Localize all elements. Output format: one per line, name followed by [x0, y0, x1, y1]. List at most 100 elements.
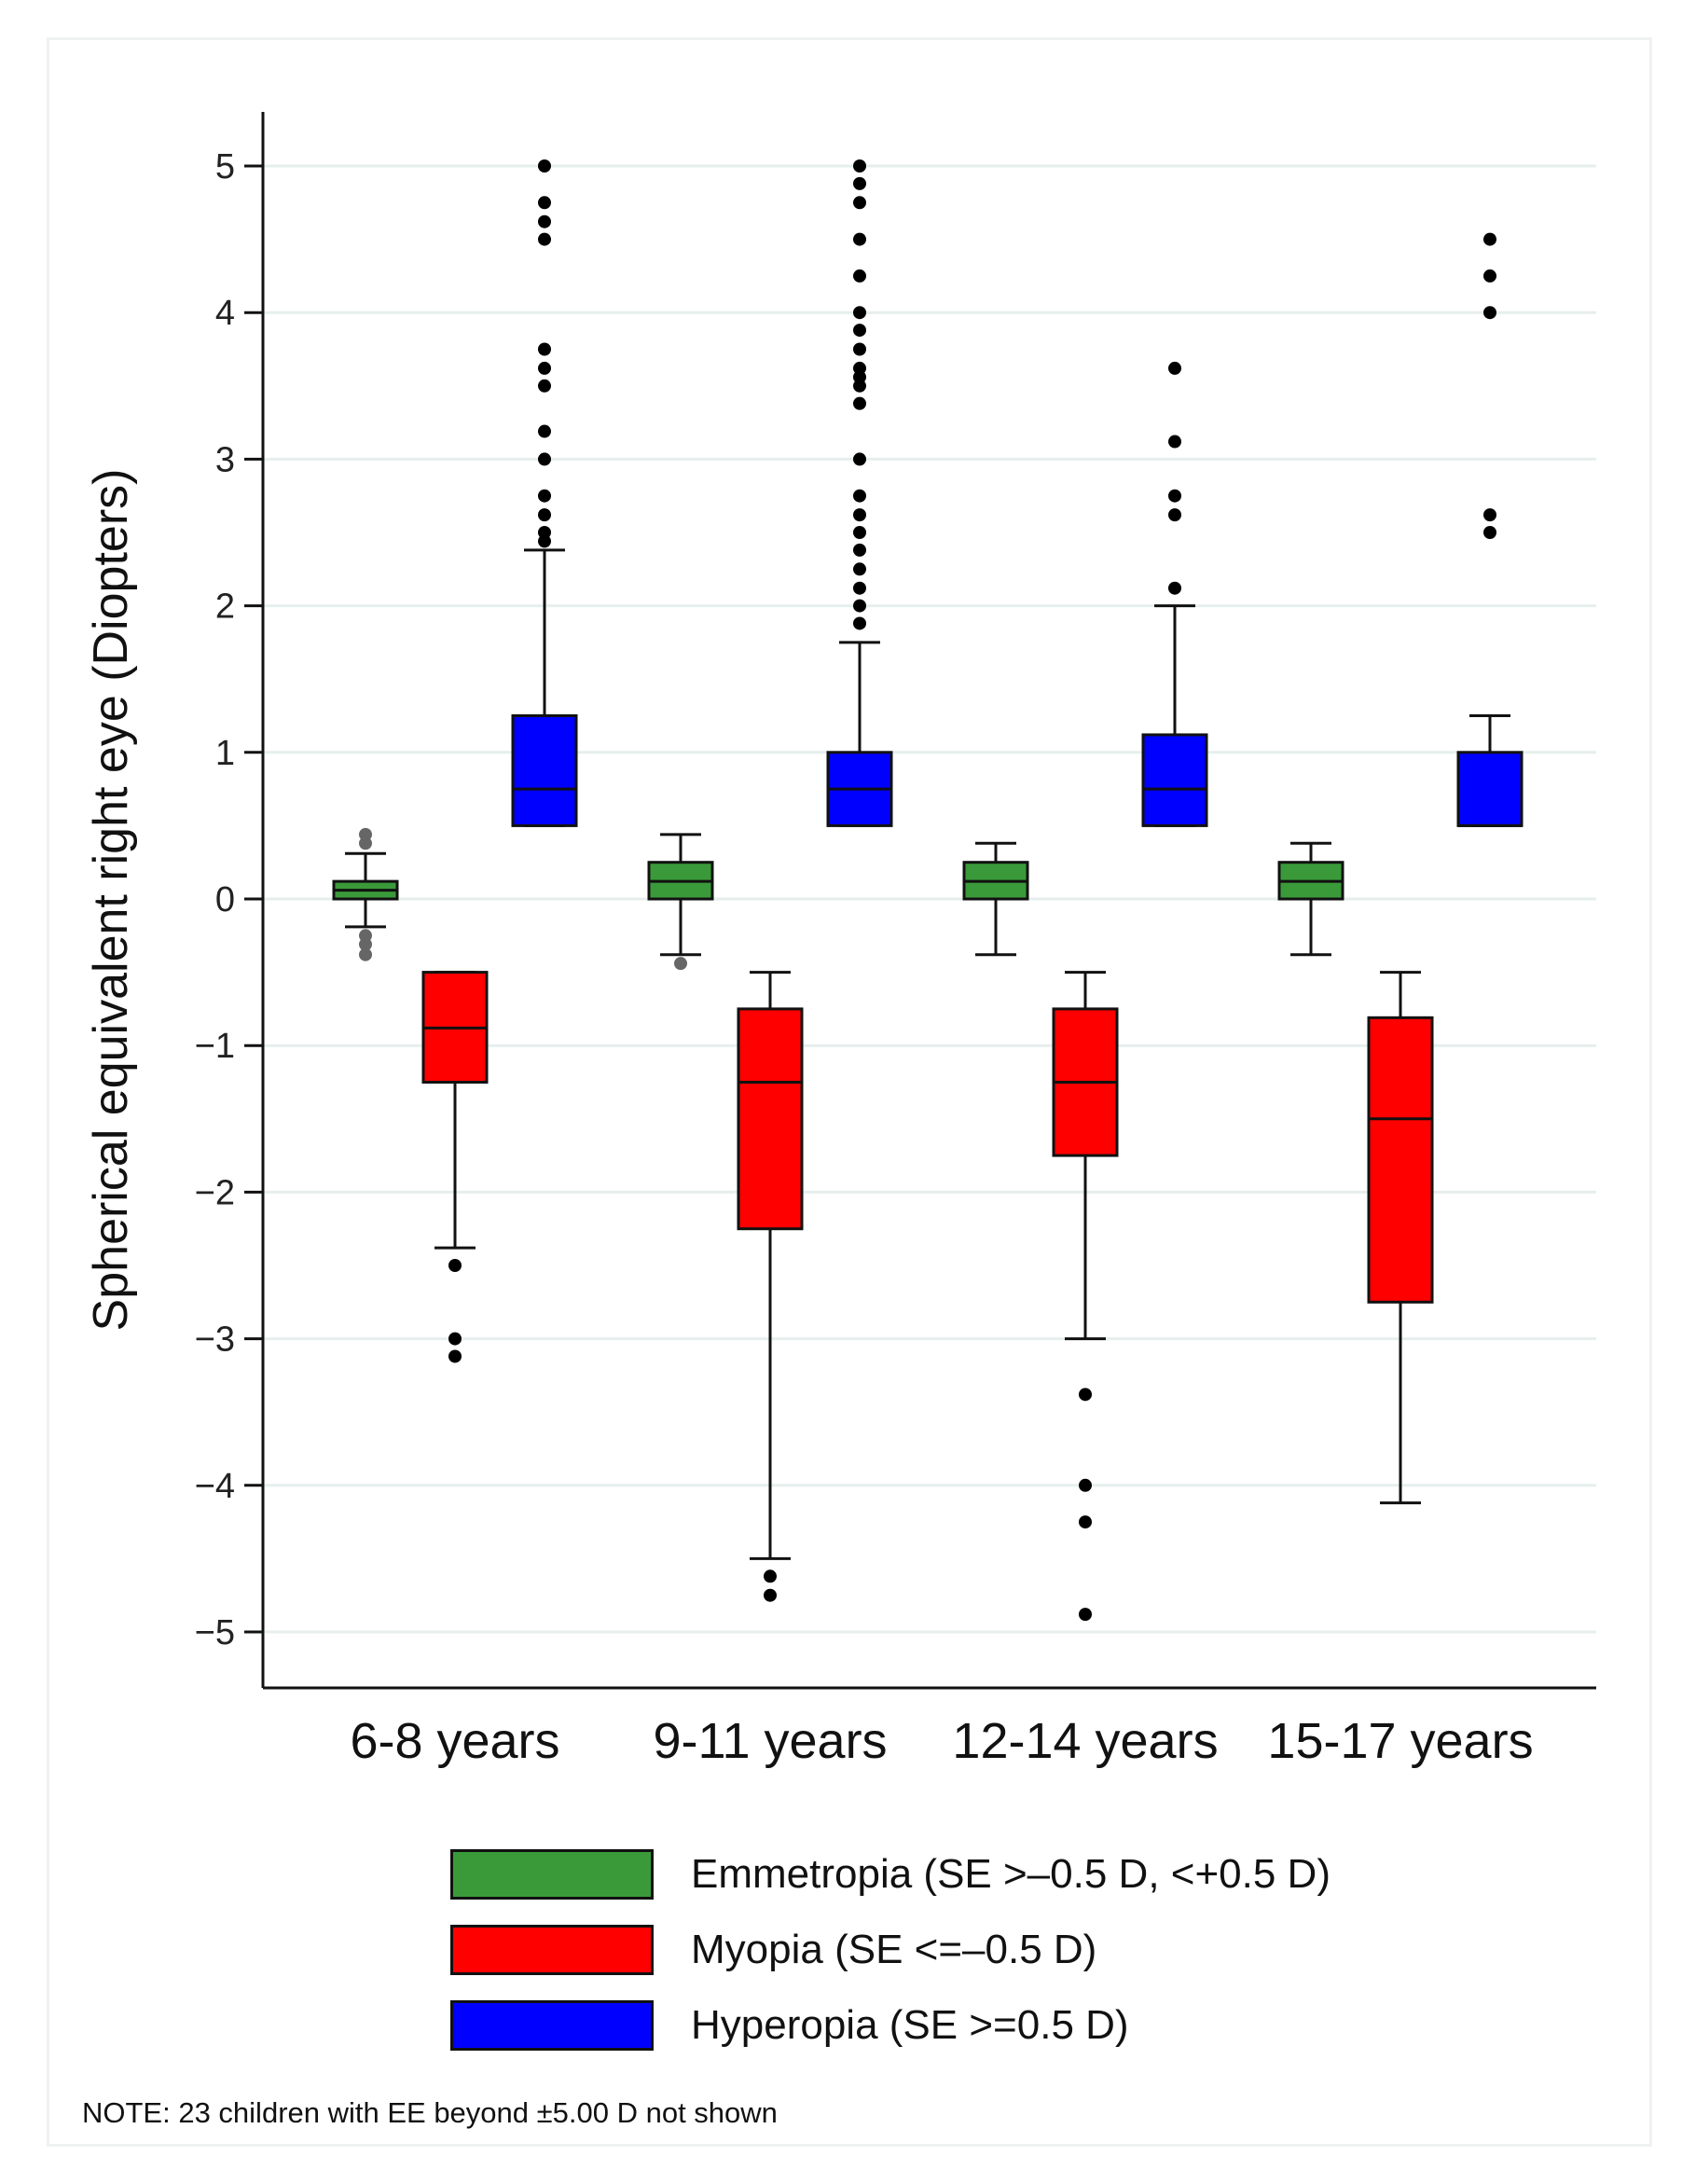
outlier-point	[853, 508, 866, 522]
outlier-point	[538, 159, 551, 173]
outlier-point	[359, 947, 372, 961]
category-label: 12-14 years	[952, 1713, 1218, 1769]
outlier-point	[448, 1259, 462, 1272]
legend-swatch-myopia	[450, 1925, 654, 1975]
outlier-point	[538, 361, 551, 375]
legend-swatch-emmetropia	[450, 1849, 654, 1900]
legend-label-emmetropia: Emmetropia (SE >–0.5 D, <+0.5 D)	[691, 1851, 1331, 1897]
y-tick-label: 3	[215, 440, 235, 479]
outlier-point	[853, 196, 866, 210]
y-tick-label: −4	[195, 1467, 235, 1506]
boxplot-0-0	[332, 827, 399, 961]
y-tick-label: −5	[195, 1613, 235, 1652]
outlier-point	[538, 379, 551, 393]
outlier-point	[1168, 581, 1181, 595]
outlier-point	[853, 306, 866, 320]
boxplot-0-1	[647, 833, 714, 971]
y-tick-label: 4	[215, 294, 235, 333]
outlier-point	[853, 526, 866, 539]
y-tick-label: 5	[215, 147, 235, 187]
boxplot-1-1	[737, 971, 804, 1602]
y-axis-label: Spherical equivalent right eye (Diopters…	[84, 469, 138, 1332]
outlier-point	[853, 342, 866, 356]
boxplot-2-1	[826, 159, 893, 827]
outlier-point	[538, 232, 551, 246]
outlier-point	[448, 1349, 462, 1363]
boxplot-2-3	[1456, 232, 1524, 827]
legend-item-emmetropia: Emmetropia (SE >–0.5 D, <+0.5 D)	[450, 1846, 1331, 1902]
boxplots	[332, 159, 1524, 1622]
y-tick-label: 2	[215, 587, 235, 627]
legend: Emmetropia (SE >–0.5 D, <+0.5 D) Myopia …	[450, 1846, 1331, 2073]
outlier-point	[853, 232, 866, 246]
box	[1367, 1016, 1434, 1304]
outlier-point	[764, 1569, 777, 1583]
legend-label-myopia: Myopia (SE <=–0.5 D)	[691, 1927, 1097, 1972]
outlier-point	[538, 534, 551, 548]
y-tick-label: 1	[215, 734, 235, 773]
category-label: 15-17 years	[1267, 1713, 1533, 1769]
legend-label-hyperopia: Hyperopia (SE >=0.5 D)	[691, 2002, 1129, 2048]
outlier-point	[538, 214, 551, 228]
y-tick-label: −1	[195, 1027, 235, 1066]
boxplot-1-3	[1367, 971, 1434, 1505]
outlier-point	[853, 543, 866, 557]
outlier-point	[448, 1332, 462, 1346]
boxplot-1-2	[1052, 971, 1119, 1622]
outlier-point	[1168, 489, 1181, 503]
boxplot-0-2	[962, 841, 1029, 957]
outlier-point	[853, 489, 866, 503]
outlier-point	[1483, 508, 1496, 522]
outlier-point	[764, 1588, 777, 1602]
outlier-point	[538, 342, 551, 356]
outlier-point	[1079, 1478, 1092, 1492]
outlier-point	[359, 836, 372, 850]
outlier-point	[853, 581, 866, 595]
y-tick-label: 0	[215, 880, 235, 919]
outlier-point	[538, 424, 551, 438]
outlier-point	[1483, 306, 1496, 320]
outlier-point	[1483, 526, 1496, 539]
outlier-point	[538, 489, 551, 503]
outlier-point	[853, 616, 866, 630]
category-label: 9-11 years	[653, 1713, 887, 1769]
outlier-point	[1483, 232, 1496, 246]
box	[511, 714, 578, 827]
outlier-point	[538, 452, 551, 466]
legend-item-hyperopia: Hyperopia (SE >=0.5 D)	[450, 1997, 1331, 2053]
boxplot-2-0	[511, 159, 578, 827]
outlier-point	[1079, 1388, 1092, 1402]
outlier-point	[1168, 361, 1181, 375]
axes: 5 4 3 2 1 0 −1 −2 −3 −4 −5 6-8 years 9-11 years 12-14…	[195, 112, 1596, 1769]
outlier-point	[1168, 508, 1181, 522]
y-tick-label: −3	[195, 1320, 235, 1360]
box	[1141, 733, 1208, 827]
outlier-point	[853, 562, 866, 576]
outlier-point	[674, 957, 687, 971]
footnote: NOTE: 23 children with EE beyond ±5.00 D…	[82, 2096, 778, 2129]
outlier-point	[853, 176, 866, 190]
legend-swatch-hyperopia	[450, 2000, 654, 2051]
boxplot-0-3	[1277, 841, 1344, 957]
outlier-point	[853, 452, 866, 466]
legend-item-myopia: Myopia (SE <=–0.5 D)	[450, 1922, 1331, 1978]
gridlines	[263, 164, 1596, 1634]
box	[1456, 751, 1524, 827]
outlier-point	[1079, 1608, 1092, 1622]
outlier-point	[1079, 1515, 1092, 1529]
y-tick-label: −2	[195, 1173, 235, 1212]
category-label: 6-8 years	[350, 1713, 559, 1769]
outlier-point	[853, 396, 866, 410]
boxplot-2-2	[1141, 361, 1208, 827]
outlier-point	[538, 196, 551, 210]
boxplot-chart: 5 4 3 2 1 0 −1 −2 −3 −4 −5 6-8 years 9-11 years 12-14…	[84, 112, 1596, 1769]
outlier-point	[853, 269, 866, 283]
outlier-point	[538, 508, 551, 522]
outlier-point	[853, 599, 866, 613]
outlier-point	[1168, 435, 1181, 449]
outlier-point	[853, 324, 866, 338]
boxplot-1-0	[421, 971, 489, 1363]
figure-frame	[47, 37, 1652, 2147]
outlier-point	[1483, 269, 1496, 283]
outlier-point	[853, 379, 866, 393]
